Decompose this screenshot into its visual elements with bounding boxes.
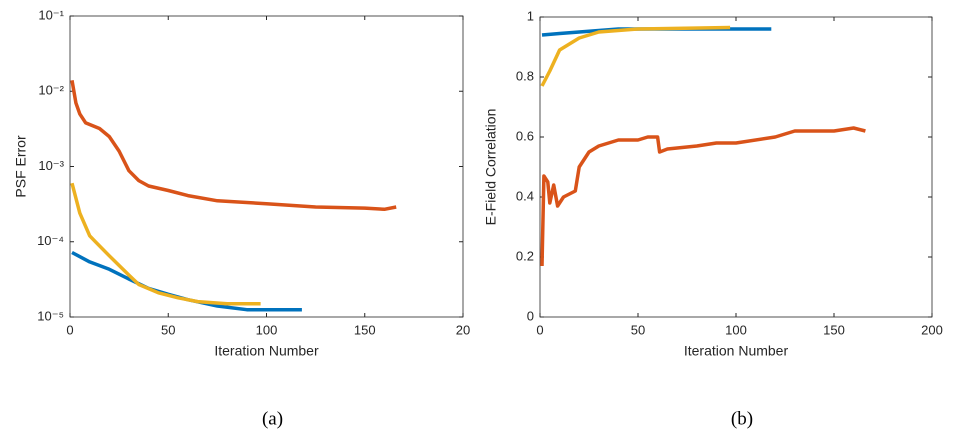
data-line: [540, 25, 731, 87]
y-tick-label: 0.2: [516, 248, 534, 263]
y-axis-title: E-Field Correlation: [483, 109, 499, 226]
data-line: [70, 80, 397, 212]
y-tick-label: 10⁻³: [38, 158, 64, 173]
y-tick-label: 10⁻¹: [38, 7, 64, 22]
x-tick-label: 20: [456, 322, 470, 337]
x-axis-title: Iteration Number: [214, 343, 319, 359]
x-tick-label: 50: [161, 322, 175, 337]
y-tick-label: 10⁻⁴: [37, 233, 64, 248]
y-tick-label: 0: [527, 308, 534, 323]
x-tick-label: 100: [256, 322, 278, 337]
plot-frame: [69, 15, 464, 318]
caption: (b): [731, 408, 753, 429]
data-line: [540, 126, 866, 267]
x-tick-label: 150: [823, 322, 845, 337]
y-axis-title: PSF Error: [13, 135, 29, 198]
x-tick-label: 50: [631, 322, 645, 337]
y-tick-label: 1: [527, 8, 534, 23]
y-tick-label: 10⁻²: [38, 83, 64, 98]
x-tick-label: 150: [354, 322, 376, 337]
caption: (a): [262, 408, 283, 429]
y-tick-label: 10⁻⁵: [37, 308, 64, 323]
x-tick-label: 200: [921, 322, 943, 337]
y-tick-label: 0.4: [516, 188, 534, 203]
x-tick-label: 0: [536, 322, 543, 337]
y-tick-label: 0.6: [516, 128, 534, 143]
x-tick-label: 0: [66, 322, 73, 337]
x-axis-title: Iteration Number: [684, 343, 789, 359]
x-tick-label: 100: [725, 322, 747, 337]
y-tick-label: 0.8: [516, 68, 534, 83]
plot-frame: [539, 16, 933, 318]
data-line: [70, 182, 261, 306]
